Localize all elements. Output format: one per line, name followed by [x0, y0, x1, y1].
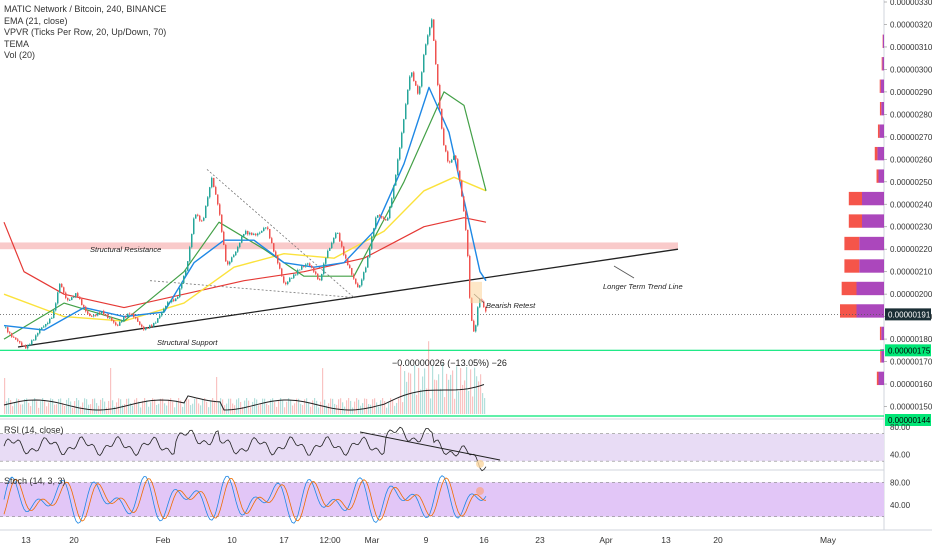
- time-tick-label-7: 9: [424, 535, 429, 545]
- vpvr-bar-up-10: [877, 147, 884, 160]
- vpvr-bar-up-6: [859, 237, 884, 250]
- vpvr-bar-up-2: [881, 327, 884, 340]
- vpvr-bar-down-4: [842, 282, 857, 295]
- time-tick-label-0: 13: [21, 535, 31, 545]
- resistance-label: Structural Resistance: [90, 245, 161, 254]
- vpvr-bar-up-4: [857, 282, 885, 295]
- rsi-label: RSI (14, close): [4, 425, 64, 435]
- vpvr-bar-down-2: [880, 327, 881, 340]
- time-tick-label-1: 20: [69, 535, 79, 545]
- price-tick-label-7: 0.00000220: [890, 245, 932, 254]
- price-tick-label-13: 0.00000280: [890, 110, 932, 119]
- vpvr-bar-up-9: [879, 169, 885, 182]
- vpvr-bar-down-1: [880, 349, 881, 362]
- trend-label-arrow: [614, 266, 634, 278]
- rsi-tick-label-0: 80.00: [890, 423, 911, 432]
- vpvr-bar-down-11: [878, 124, 880, 137]
- price-tick-label-5: 0.00000200: [890, 290, 932, 299]
- price-tick-label-12: 0.00000270: [890, 133, 932, 142]
- time-tick-label-11: 13: [661, 535, 671, 545]
- vpvr-bar-down-14: [882, 57, 883, 70]
- legend-vpvr: VPVR (Ticks Per Row, 20, Up/Down, 70): [4, 27, 166, 39]
- price-tick-label-1: 0.00000160: [890, 380, 932, 389]
- vpvr-bar-up-1: [881, 349, 884, 362]
- time-tick-label-13: May: [820, 535, 837, 545]
- trend-label: Longer Term Trend Line: [603, 282, 683, 291]
- vpvr-bar-up-12: [881, 102, 884, 115]
- retest-label: Bearish Retest: [486, 301, 536, 310]
- price-tick-label-17: 0.00000320: [890, 20, 932, 29]
- measure-label: −0.00000026 (−13.05%) −26: [392, 358, 507, 368]
- time-tick-label-4: 17: [279, 535, 289, 545]
- vpvr-bar-down-7: [849, 214, 862, 227]
- vpvr-bar-up-0: [879, 372, 885, 385]
- stoch-tick-label-1: 40.00: [890, 501, 911, 510]
- current-price-badge: 0.00000191: [888, 310, 931, 319]
- stoch-marker: [476, 487, 484, 495]
- legend-ema: EMA (21, close): [4, 16, 166, 28]
- vpvr-bar-up-13: [881, 80, 884, 93]
- vpvr-bar-down-8: [849, 192, 862, 205]
- vpvr-bar-up-11: [880, 124, 884, 137]
- price-tick-label-11: 0.00000260: [890, 155, 932, 164]
- tema-line: [4, 92, 486, 339]
- price-tick-label-6: 0.00000210: [890, 268, 932, 277]
- vpvr-bar-up-15: [883, 35, 884, 48]
- vpvr-bar-up-14: [882, 57, 884, 70]
- vpvr-bar-down-9: [877, 169, 879, 182]
- time-axis: 13 20 Feb 10 17 12:00 Mar 9 16 23 Apr 13 20 May: [21, 535, 837, 545]
- price-tick-label-18: 0.00000330: [890, 0, 932, 7]
- time-tick-label-3: 10: [227, 535, 237, 545]
- vpvr-bar-up-5: [859, 259, 884, 272]
- rsi-marker: [476, 460, 484, 468]
- vpvr-bar-down-0: [877, 372, 879, 385]
- helper-line-1: [207, 169, 354, 297]
- vpvr-bar-down-12: [880, 102, 881, 115]
- price-tick-label-14: 0.00000290: [890, 88, 932, 97]
- time-tick-label-6: Mar: [365, 535, 380, 545]
- legend: MATIC Network / Bitcoin, 240, BINANCE EM…: [4, 4, 166, 62]
- price-tick-label-0: 0.00000150: [890, 403, 932, 412]
- vpvr-bar-down-13: [880, 80, 881, 93]
- time-tick-label-2: Feb: [156, 535, 171, 545]
- volume-bars: [4, 341, 485, 414]
- stoch-tick-label-0: 80.00: [890, 478, 911, 487]
- stoch-label: Stoch (14, 3, 3): [4, 476, 66, 486]
- vpvr-bar-up-3: [857, 304, 885, 317]
- price-tick-label-10: 0.00000250: [890, 178, 932, 187]
- vpvr-bar-up-7: [862, 214, 884, 227]
- vpvr-histogram: [840, 35, 884, 385]
- vpvr-bar-down-6: [844, 237, 859, 250]
- price-tick-label-15: 0.00000300: [890, 65, 932, 74]
- legend-tema: TEMA: [4, 39, 166, 51]
- time-tick-label-10: Apr: [599, 535, 612, 545]
- chart-title: MATIC Network / Bitcoin, 240, BINANCE: [4, 4, 166, 16]
- price-tick-label-2: 0.00000170: [890, 358, 932, 367]
- vpvr-bar-up-8: [862, 192, 884, 205]
- vpvr-bar-down-5: [844, 259, 859, 272]
- price-tick-label-3: 0.00000180: [890, 335, 932, 344]
- support-label: Structural Support: [157, 338, 218, 347]
- time-tick-label-9: 23: [535, 535, 545, 545]
- time-tick-label-5: 12:00: [319, 535, 341, 545]
- retest-box: [470, 282, 482, 303]
- price-tick-label-8: 0.00000230: [890, 223, 932, 232]
- price-tick-label-9: 0.00000240: [890, 200, 932, 209]
- time-tick-label-8: 16: [479, 535, 489, 545]
- candles: [5, 18, 487, 349]
- time-tick-label-12: 20: [713, 535, 723, 545]
- vpvr-bar-down-10: [875, 147, 878, 160]
- rsi-band: [0, 434, 884, 461]
- vpvr-bar-down-3: [840, 304, 857, 317]
- price-tick-label-16: 0.00000310: [890, 43, 932, 52]
- rsi-tick-label-1: 40.00: [890, 450, 911, 459]
- support-price-badge: 0.00000175: [888, 346, 931, 355]
- legend-vol: Vol (20): [4, 50, 166, 62]
